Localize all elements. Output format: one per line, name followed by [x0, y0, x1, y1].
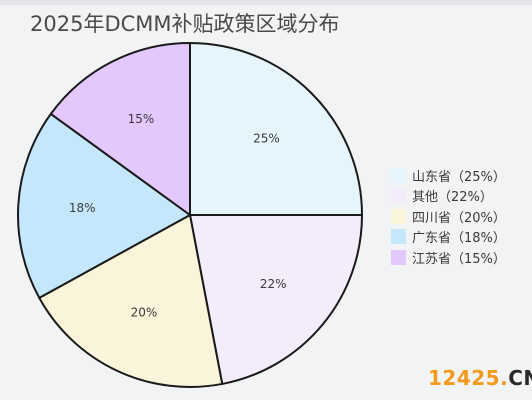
watermark-dot: . [500, 366, 509, 390]
legend-swatch [391, 229, 406, 245]
legend-label: 广东省（18%） [412, 231, 506, 247]
slice-label-5: 15% [128, 112, 155, 126]
legend-swatch [391, 249, 406, 265]
pie-slice-1 [189, 42, 363, 216]
legend-item-1[interactable]: 山东省（25%） [391, 165, 531, 186]
pie-slice-5 [49, 42, 191, 216]
legend-item-2[interactable]: 其他（22%） [391, 186, 531, 207]
slice-label-1: 25% [253, 132, 280, 146]
pie-slice-2 [189, 214, 363, 385]
watermark: 12425.CN [428, 366, 532, 390]
slice-label-4: 18% [69, 201, 96, 215]
pie-slice-4 [17, 112, 191, 299]
legend-swatch [391, 188, 406, 204]
watermark-suffix: CN [508, 366, 532, 390]
pie-slice-3 [38, 214, 224, 388]
legend-label: 其他（22%） [412, 190, 493, 206]
chart-title: 2025年DCMM补贴政策区域分布 [30, 12, 340, 36]
legend: 山东省（25%） 其他（22%） 四川省（20%） 广东省（18%） 江苏省（15%） [391, 165, 531, 268]
slice-label-3: 20% [131, 306, 158, 320]
legend-item-4[interactable]: 广东省（18%） [391, 227, 531, 248]
legend-item-3[interactable]: 四川省（20%） [391, 206, 531, 227]
top-bar [0, 0, 532, 5]
slice-label-2: 22% [260, 277, 287, 291]
legend-swatch [391, 208, 406, 224]
watermark-number: 12425 [428, 366, 501, 390]
legend-label: 江苏省（15%） [412, 251, 506, 267]
legend-label: 山东省（25%） [412, 169, 506, 185]
legend-swatch [391, 167, 406, 183]
legend-label: 四川省（20%） [412, 210, 506, 226]
legend-item-5[interactable]: 江苏省（15%） [391, 247, 531, 268]
